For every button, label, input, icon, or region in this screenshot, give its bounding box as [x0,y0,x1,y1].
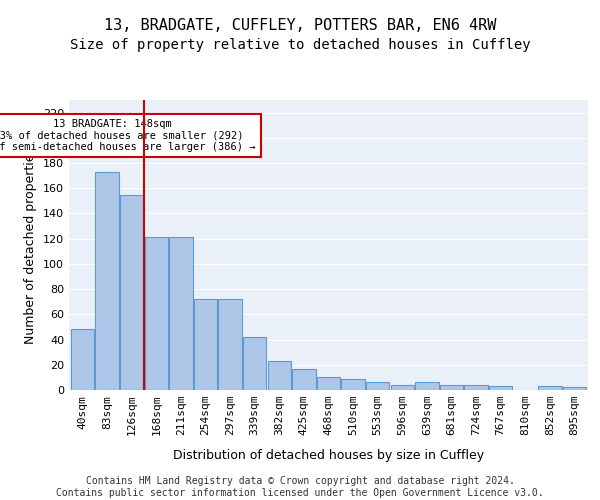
Y-axis label: Number of detached properties: Number of detached properties [25,146,37,344]
Bar [317,378,340,390]
Bar [120,194,143,390]
Bar [489,386,512,390]
Bar [292,368,316,390]
Text: Size of property relative to detached houses in Cuffley: Size of property relative to detached ho… [70,38,530,52]
Bar [538,386,562,390]
Bar [194,299,217,390]
Bar [145,238,168,390]
Bar [169,238,193,390]
Bar [71,330,94,390]
Bar [464,385,488,390]
Bar [366,382,389,390]
Bar [95,172,119,390]
Text: 13 BRADGATE: 148sqm
← 43% of detached houses are smaller (292)
56% of semi-detac: 13 BRADGATE: 148sqm ← 43% of detached ho… [0,119,256,152]
Text: Contains HM Land Registry data © Crown copyright and database right 2024.
Contai: Contains HM Land Registry data © Crown c… [56,476,544,498]
Text: 13, BRADGATE, CUFFLEY, POTTERS BAR, EN6 4RW: 13, BRADGATE, CUFFLEY, POTTERS BAR, EN6 … [104,18,496,32]
Bar [243,337,266,390]
Bar [218,299,242,390]
Bar [440,385,463,390]
Bar [391,385,414,390]
Bar [268,361,291,390]
Bar [415,382,439,390]
Bar [563,388,586,390]
Bar [341,378,365,390]
X-axis label: Distribution of detached houses by size in Cuffley: Distribution of detached houses by size … [173,449,484,462]
